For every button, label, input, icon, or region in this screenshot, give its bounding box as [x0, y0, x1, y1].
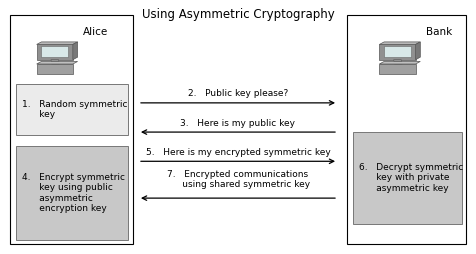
Text: 4.   Encrypt symmetric
      key using public
      asymmetric
      encryption : 4. Encrypt symmetric key using public as…	[22, 173, 125, 213]
Bar	[353, 132, 462, 224]
Polygon shape	[379, 42, 420, 44]
Text: 5.   Here is my encrypted symmetric key: 5. Here is my encrypted symmetric key	[146, 148, 330, 157]
Polygon shape	[379, 61, 420, 64]
Polygon shape	[379, 64, 416, 74]
Polygon shape	[394, 60, 402, 64]
Text: Bank: Bank	[426, 27, 452, 37]
Polygon shape	[37, 44, 73, 60]
Polygon shape	[37, 42, 78, 44]
Text: Using Asymmetric Cryptography: Using Asymmetric Cryptography	[142, 8, 334, 21]
Text: 3.   Here is my public key: 3. Here is my public key	[180, 119, 296, 128]
Polygon shape	[37, 61, 78, 64]
Bar	[347, 15, 466, 244]
Polygon shape	[384, 46, 411, 57]
Bar	[16, 84, 128, 135]
Text: 2.   Public key please?: 2. Public key please?	[188, 89, 288, 98]
Polygon shape	[73, 42, 78, 60]
Polygon shape	[51, 60, 60, 64]
Polygon shape	[416, 42, 420, 60]
Polygon shape	[37, 64, 73, 74]
Text: Alice: Alice	[83, 27, 109, 37]
Bar	[10, 15, 133, 244]
Text: 1.   Random symmetric
      key: 1. Random symmetric key	[22, 100, 128, 119]
Text: 6.   Decrypt symmetric
      key with private
      asymmetric key: 6. Decrypt symmetric key with private as…	[359, 163, 463, 193]
Bar	[16, 146, 128, 240]
Polygon shape	[379, 44, 416, 60]
Text: 7.   Encrypted communications
      using shared symmetric key: 7. Encrypted communications using shared…	[166, 170, 310, 189]
Polygon shape	[41, 46, 68, 57]
